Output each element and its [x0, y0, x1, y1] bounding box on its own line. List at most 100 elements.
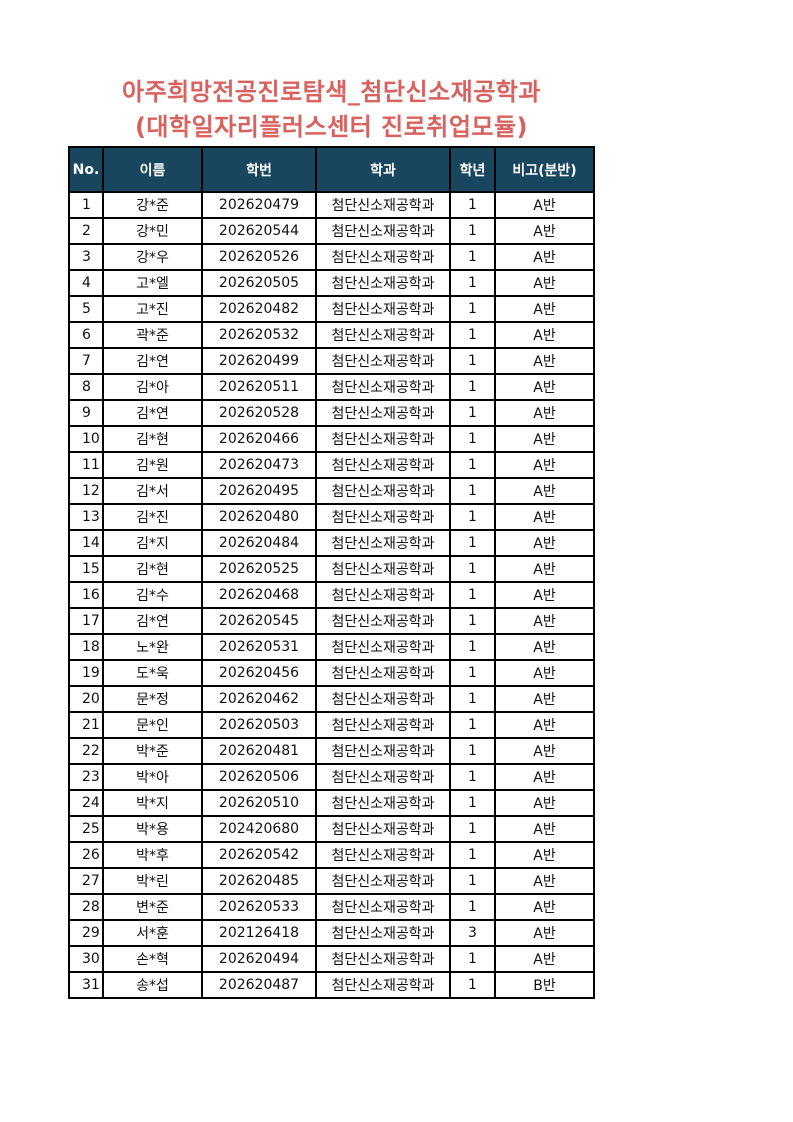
cell-department: 첨단신소재공학과 — [315, 373, 451, 401]
cell-department: 첨단신소재공학과 — [315, 919, 451, 947]
cell-grade: 1 — [449, 425, 496, 453]
table-row: 16 김*수 202620468 첨단신소재공학과 1 A반 — [68, 581, 595, 609]
cell-grade: 1 — [449, 243, 496, 271]
table-header-row: No. 이름 학번 학과 학년 비고(분반) — [68, 146, 595, 193]
cell-no: 21 — [68, 711, 104, 739]
cell-grade: 1 — [449, 867, 496, 895]
cell-name: 김*연 — [102, 347, 203, 375]
cell-grade: 1 — [449, 373, 496, 401]
cell-note: A반 — [494, 191, 595, 219]
table-row: 13 김*진 202620480 첨단신소재공학과 1 A반 — [68, 503, 595, 531]
cell-grade: 1 — [449, 789, 496, 817]
cell-student-id: 202620456 — [201, 659, 317, 687]
cell-note: A반 — [494, 893, 595, 921]
cell-name: 변*준 — [102, 893, 203, 921]
cell-no: 9 — [68, 399, 104, 427]
cell-department: 첨단신소재공학과 — [315, 633, 451, 661]
cell-grade: 1 — [449, 607, 496, 635]
cell-department: 첨단신소재공학과 — [315, 763, 451, 791]
cell-grade: 1 — [449, 711, 496, 739]
table-row: 25 박*용 202420680 첨단신소재공학과 1 A반 — [68, 815, 595, 843]
cell-student-id: 202620473 — [201, 451, 317, 479]
cell-department: 첨단신소재공학과 — [315, 607, 451, 635]
cell-note: A반 — [494, 503, 595, 531]
cell-no: 12 — [68, 477, 104, 505]
cell-note: A반 — [494, 945, 595, 973]
table-row: 26 박*후 202620542 첨단신소재공학과 1 A반 — [68, 841, 595, 869]
cell-name: 김*진 — [102, 503, 203, 531]
cell-no: 15 — [68, 555, 104, 583]
cell-student-id: 202620479 — [201, 191, 317, 219]
table-row: 8 김*아 202620511 첨단신소재공학과 1 A반 — [68, 373, 595, 401]
table-row: 29 서*훈 202126418 첨단신소재공학과 3 A반 — [68, 919, 595, 947]
table-row: 2 강*민 202620544 첨단신소재공학과 1 A반 — [68, 217, 595, 245]
cell-no: 7 — [68, 347, 104, 375]
table-row: 30 손*혁 202620494 첨단신소재공학과 1 A반 — [68, 945, 595, 973]
cell-no: 26 — [68, 841, 104, 869]
cell-grade: 1 — [449, 477, 496, 505]
cell-name: 박*후 — [102, 841, 203, 869]
cell-name: 김*수 — [102, 581, 203, 609]
cell-student-id: 202620499 — [201, 347, 317, 375]
cell-note: A반 — [494, 841, 595, 869]
table-row: 24 박*지 202620510 첨단신소재공학과 1 A반 — [68, 789, 595, 817]
cell-note: A반 — [494, 737, 595, 765]
cell-grade: 1 — [449, 815, 496, 843]
cell-grade: 1 — [449, 555, 496, 583]
table-row: 10 김*현 202620466 첨단신소재공학과 1 A반 — [68, 425, 595, 453]
document-title: 아주희망전공진로탐색_첨단신소재공학과 — [122, 78, 541, 106]
cell-no: 10 — [68, 425, 104, 453]
cell-name: 김*연 — [102, 399, 203, 427]
cell-department: 첨단신소재공학과 — [315, 191, 451, 219]
student-table: No. 이름 학번 학과 학년 비고(분반) 1 강*준 202620479 첨단신소… — [68, 146, 595, 999]
cell-department: 첨단신소재공학과 — [315, 269, 451, 297]
cell-department: 첨단신소재공학과 — [315, 295, 451, 323]
cell-name: 박*아 — [102, 763, 203, 791]
header-student-id: 학번 — [201, 146, 317, 193]
cell-no: 16 — [68, 581, 104, 609]
cell-student-id: 202620542 — [201, 841, 317, 869]
cell-student-id: 202620525 — [201, 555, 317, 583]
cell-name: 김*아 — [102, 373, 203, 401]
cell-no: 22 — [68, 737, 104, 765]
cell-student-id: 202620503 — [201, 711, 317, 739]
table-row: 17 김*연 202620545 첨단신소재공학과 1 A반 — [68, 607, 595, 635]
cell-department: 첨단신소재공학과 — [315, 841, 451, 869]
cell-student-id: 202620494 — [201, 945, 317, 973]
cell-department: 첨단신소재공학과 — [315, 555, 451, 583]
cell-note: A반 — [494, 607, 595, 635]
cell-note: A반 — [494, 867, 595, 895]
cell-note: A반 — [494, 347, 595, 375]
cell-student-id: 202126418 — [201, 919, 317, 947]
cell-no: 2 — [68, 217, 104, 245]
cell-student-id: 202620544 — [201, 217, 317, 245]
table-row: 19 도*욱 202620456 첨단신소재공학과 1 A반 — [68, 659, 595, 687]
table-row: 11 김*원 202620473 첨단신소재공학과 1 A반 — [68, 451, 595, 479]
cell-department: 첨단신소재공학과 — [315, 217, 451, 245]
cell-department: 첨단신소재공학과 — [315, 321, 451, 349]
cell-note: A반 — [494, 919, 595, 947]
table-row: 12 김*서 202620495 첨단신소재공학과 1 A반 — [68, 477, 595, 505]
cell-student-id: 202620462 — [201, 685, 317, 713]
cell-note: A반 — [494, 789, 595, 817]
cell-grade: 1 — [449, 529, 496, 557]
cell-grade: 1 — [449, 451, 496, 479]
header-no: No. — [68, 146, 104, 193]
cell-grade: 1 — [449, 893, 496, 921]
cell-grade: 1 — [449, 737, 496, 765]
cell-no: 30 — [68, 945, 104, 973]
cell-name: 박*용 — [102, 815, 203, 843]
cell-grade: 1 — [449, 321, 496, 349]
cell-name: 문*인 — [102, 711, 203, 739]
cell-grade: 1 — [449, 191, 496, 219]
table-row: 23 박*아 202620506 첨단신소재공학과 1 A반 — [68, 763, 595, 791]
cell-note: B반 — [494, 971, 595, 999]
cell-grade: 1 — [449, 347, 496, 375]
cell-no: 4 — [68, 269, 104, 297]
table-row: 4 고*엘 202620505 첨단신소재공학과 1 A반 — [68, 269, 595, 297]
cell-no: 6 — [68, 321, 104, 349]
cell-no: 18 — [68, 633, 104, 661]
cell-name: 고*진 — [102, 295, 203, 323]
cell-no: 27 — [68, 867, 104, 895]
table-row: 7 김*연 202620499 첨단신소재공학과 1 A반 — [68, 347, 595, 375]
